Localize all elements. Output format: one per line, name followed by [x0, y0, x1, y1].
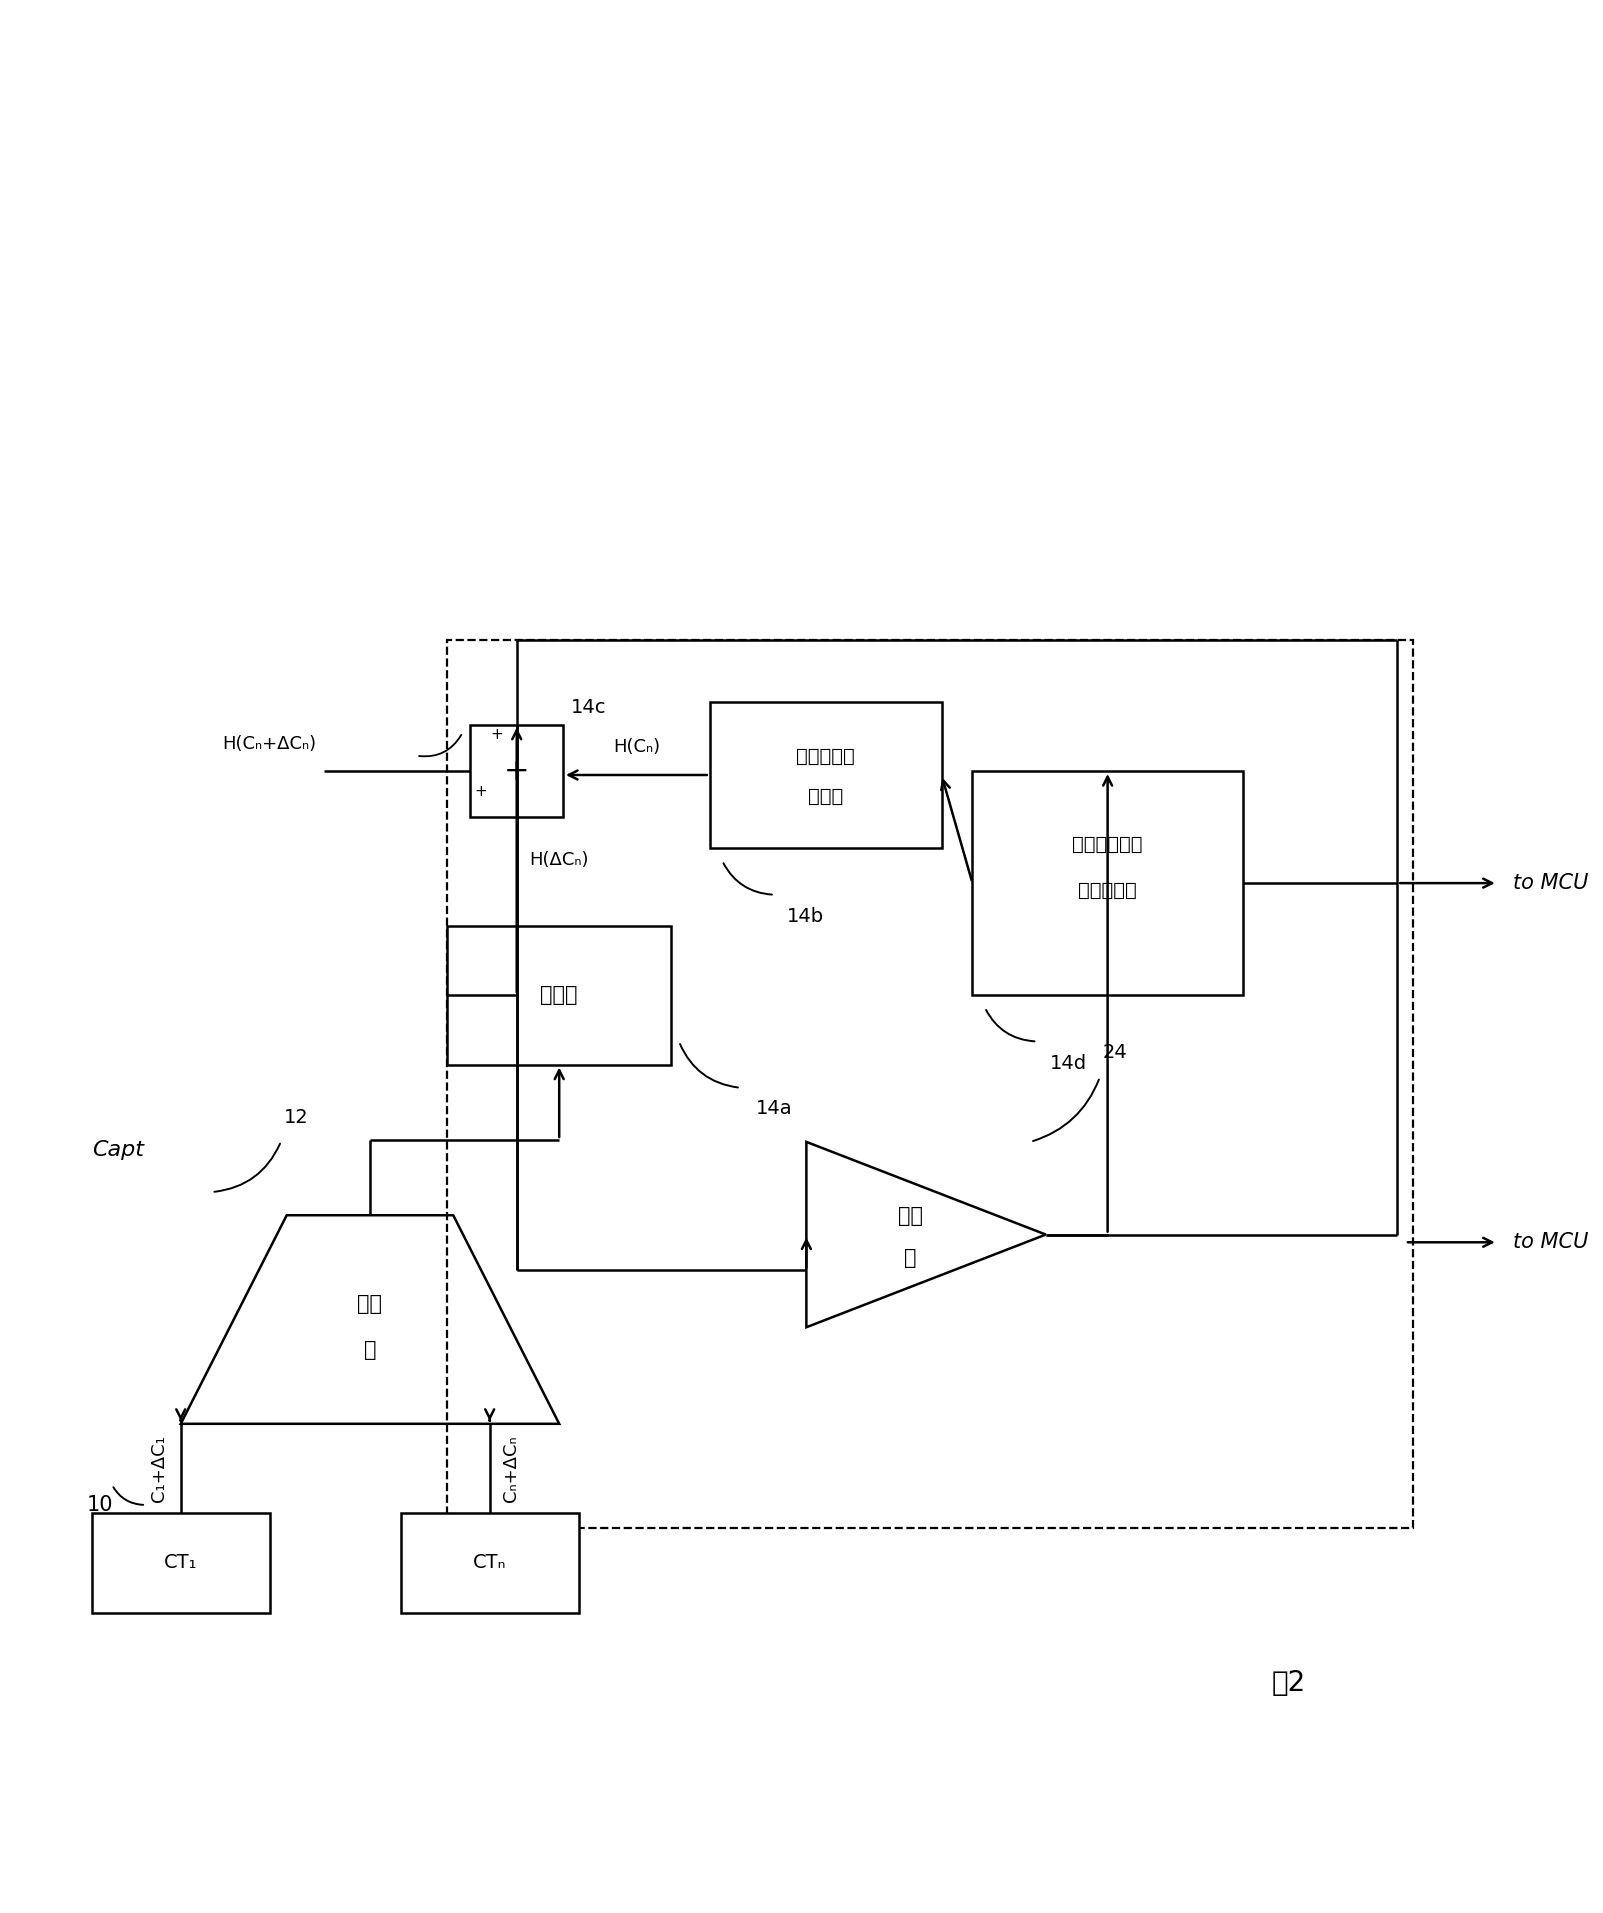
Text: 比较: 比较	[898, 1205, 923, 1226]
FancyBboxPatch shape	[710, 702, 941, 847]
Text: 器: 器	[364, 1341, 377, 1360]
Text: CTₙ: CTₙ	[473, 1553, 507, 1572]
Text: C₁+ΔC₁: C₁+ΔC₁	[151, 1435, 168, 1502]
Text: 传感器: 传感器	[540, 985, 579, 1004]
Text: 12: 12	[284, 1108, 309, 1127]
Text: 14a: 14a	[757, 1098, 793, 1117]
FancyBboxPatch shape	[447, 926, 672, 1066]
Text: H(Cₙ): H(Cₙ)	[612, 738, 660, 756]
Text: H(Cₙ+ΔCₙ): H(Cₙ+ΔCₙ)	[221, 735, 316, 752]
Text: 器: 器	[904, 1247, 917, 1268]
Text: 负电容回馈: 负电容回馈	[797, 746, 854, 765]
Text: Cₙ+ΔCₙ: Cₙ+ΔCₙ	[502, 1435, 519, 1502]
Text: CT₁: CT₁	[164, 1553, 197, 1572]
Text: 补偿器: 补偿器	[808, 786, 843, 805]
Text: 14b: 14b	[787, 907, 824, 926]
FancyBboxPatch shape	[401, 1513, 579, 1613]
Text: to MCU: to MCU	[1513, 872, 1589, 893]
Text: 10: 10	[87, 1494, 112, 1515]
Text: +: +	[491, 727, 503, 742]
Text: Capt: Capt	[91, 1140, 144, 1159]
Text: +: +	[503, 758, 529, 786]
Text: 多工: 多工	[357, 1293, 383, 1314]
FancyBboxPatch shape	[973, 771, 1242, 995]
FancyBboxPatch shape	[91, 1513, 269, 1613]
Text: 数字转换器: 数字转换器	[1079, 882, 1137, 901]
Text: 14c: 14c	[571, 698, 606, 717]
Text: 14d: 14d	[1050, 1054, 1087, 1073]
Text: 图2: 图2	[1273, 1668, 1306, 1697]
Text: to MCU: to MCU	[1513, 1232, 1589, 1253]
Text: +: +	[474, 784, 487, 800]
Text: 附属偏移模拟: 附属偏移模拟	[1072, 834, 1143, 853]
FancyBboxPatch shape	[470, 725, 563, 817]
Text: 24: 24	[1103, 1043, 1127, 1062]
Text: H(ΔCₙ): H(ΔCₙ)	[529, 851, 588, 869]
